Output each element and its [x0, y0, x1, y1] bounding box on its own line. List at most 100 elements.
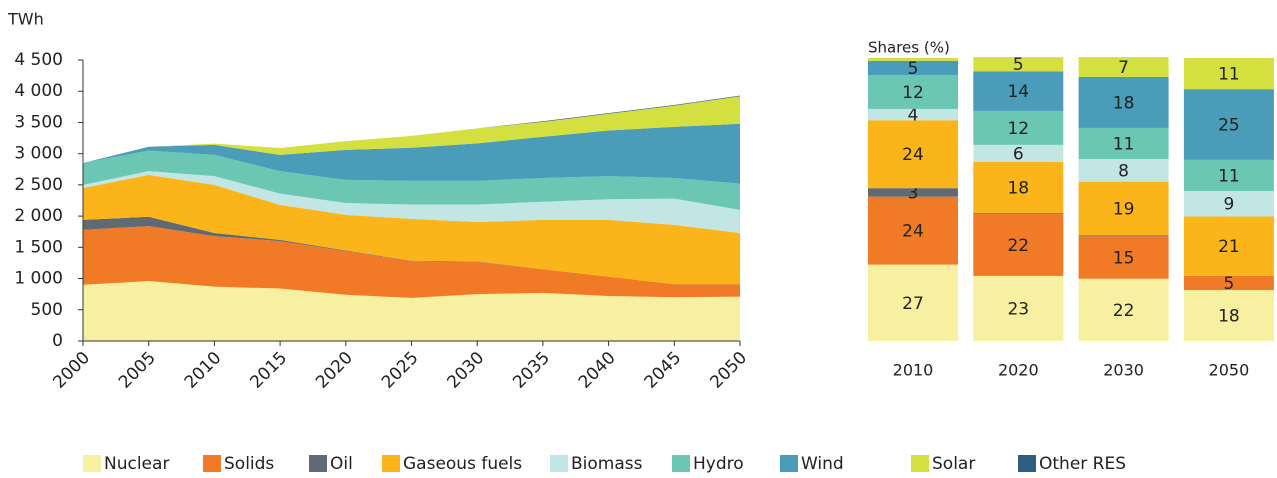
x-tick-label: 2050 — [1209, 361, 1250, 380]
data-label: 23 — [1007, 299, 1029, 319]
data-label: 5 — [1223, 274, 1234, 294]
legend-swatch — [1018, 455, 1036, 472]
data-label: 5 — [908, 59, 919, 79]
y-tick-label: 1 000 — [14, 269, 63, 289]
area — [83, 226, 740, 298]
area — [83, 216, 740, 285]
data-label: 25 — [1218, 116, 1240, 136]
bar-segment — [1183, 275, 1274, 291]
data-label: 7 — [1118, 58, 1129, 78]
data-label: 24 — [902, 222, 924, 242]
bar-segment — [1078, 181, 1169, 236]
data-label: 19 — [1113, 200, 1135, 220]
bar-segment — [1183, 159, 1274, 192]
x-tick-label: 2045 — [641, 348, 686, 393]
bar-segment — [973, 57, 1064, 72]
area — [83, 171, 740, 233]
y-tick-label: 2 500 — [14, 175, 63, 195]
bar-segment — [973, 212, 1064, 214]
bar-segment — [1183, 191, 1274, 217]
x-tick-label: 2020 — [312, 348, 357, 393]
x-tick-label: 2010 — [181, 348, 226, 393]
bar-segment — [1078, 57, 1169, 77]
data-label: 21 — [1218, 237, 1240, 257]
bar-segment — [1183, 89, 1274, 160]
bar-segment — [868, 60, 958, 75]
data-label: 4 — [908, 106, 919, 126]
bar-segment — [1078, 127, 1169, 160]
data-label: 12 — [1007, 119, 1029, 139]
x-tick-label: 2010 — [893, 361, 934, 380]
data-label: 11 — [1218, 65, 1240, 85]
x-tick-label: 2040 — [575, 348, 620, 393]
legend-label: Nuclear — [104, 454, 169, 474]
x-tick-label: 2050 — [706, 348, 751, 393]
bar-segment — [868, 196, 958, 265]
y-axis-label: TWh — [7, 10, 44, 29]
legend-swatch — [83, 455, 101, 472]
legend-swatch — [911, 455, 929, 472]
bar-segment — [973, 110, 1064, 145]
bar-segment — [868, 58, 958, 61]
bar-segment — [1183, 290, 1274, 341]
legend-label: Hydro — [693, 454, 744, 474]
data-label: 5 — [1013, 55, 1024, 75]
data-label: 18 — [1007, 178, 1029, 198]
data-label: 11 — [1113, 134, 1135, 154]
bar-segment — [973, 161, 1064, 213]
x-tick-label: 2005 — [115, 348, 160, 393]
bar-segment — [1078, 236, 1169, 279]
x-tick-label: 2025 — [378, 348, 423, 393]
data-label: 3 — [908, 183, 919, 203]
x-tick-label: 2015 — [246, 348, 291, 393]
legend-swatch — [550, 455, 568, 472]
area — [83, 174, 740, 285]
legend-label: Biomass — [571, 454, 643, 474]
bar-segment — [973, 71, 1064, 111]
legend-label: Wind — [801, 454, 844, 474]
data-label: 11 — [1218, 166, 1240, 186]
bar-segment — [868, 108, 958, 121]
bar-segment — [973, 213, 1064, 276]
data-label: 22 — [1113, 301, 1135, 321]
x-tick-label: 2000 — [49, 348, 94, 393]
x-tick-label: 2020 — [998, 361, 1039, 380]
bar-segment — [1183, 58, 1274, 90]
y-tick-label: 0 — [52, 331, 63, 351]
y-tick-label: 4 500 — [14, 50, 63, 70]
legend-swatch — [382, 455, 400, 472]
bar-segment — [1078, 278, 1169, 341]
bar-segment — [868, 120, 958, 189]
legend-swatch — [203, 455, 221, 472]
chart-title: Shares (%) — [868, 39, 950, 57]
bar-segment — [1078, 76, 1169, 128]
y-tick-label: 4 000 — [14, 81, 63, 101]
data-label: 9 — [1223, 195, 1234, 215]
y-tick-label: 1 500 — [14, 237, 63, 257]
area — [83, 281, 740, 341]
bar-segment — [868, 188, 958, 197]
legend-swatch — [672, 455, 690, 472]
y-tick-label: 500 — [31, 300, 63, 320]
bar-segment — [973, 144, 1064, 162]
bar-segment — [868, 74, 958, 109]
legend-label: Gaseous fuels — [403, 454, 522, 474]
data-label: 24 — [902, 145, 924, 165]
bar-segment — [1078, 159, 1169, 182]
x-tick-label: 2030 — [1103, 361, 1144, 380]
data-label: 14 — [1007, 82, 1029, 102]
bar-segment — [973, 275, 1064, 341]
legend-swatch — [780, 455, 798, 472]
legend-label: Solids — [224, 454, 274, 474]
area — [83, 96, 740, 164]
bar-segment — [868, 264, 958, 341]
bar-segment — [1183, 216, 1274, 276]
legend-label: Other RES — [1039, 454, 1126, 474]
bar-segment — [1078, 235, 1169, 237]
y-tick-label: 3 500 — [14, 112, 63, 132]
data-label: 8 — [1118, 161, 1129, 181]
y-tick-label: 3 000 — [14, 144, 63, 164]
legend-label: Oil — [330, 454, 353, 474]
x-tick-label: 2035 — [509, 348, 554, 393]
